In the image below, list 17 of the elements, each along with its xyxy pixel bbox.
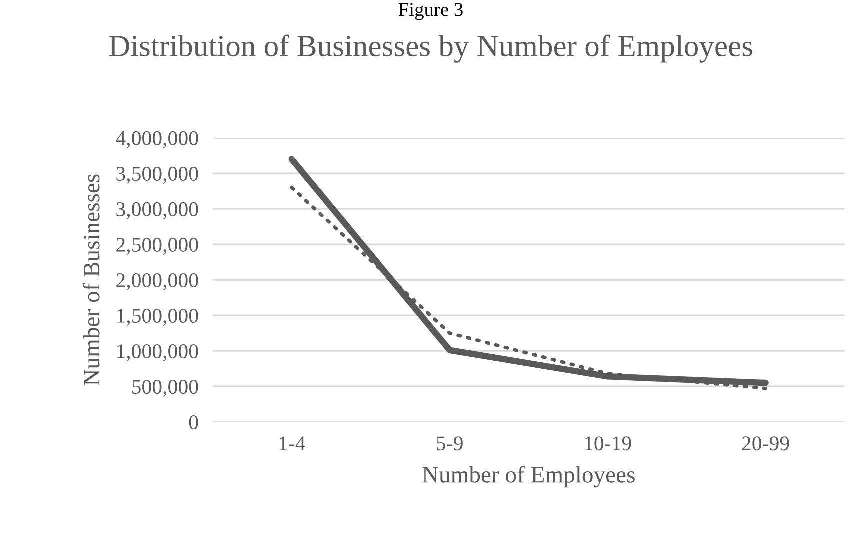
caption: Figure 3 <box>398 3 463 20</box>
x-tick-label: 1-4 <box>280 436 306 450</box>
y-tick-label: 2,000,000 <box>116 273 198 291</box>
y-axis-title: Number of Businesses <box>82 174 100 386</box>
y-tick-label: 1,500,000 <box>118 308 198 326</box>
x-tick-label: 5-9 <box>437 436 463 451</box>
y-tick-label: 3,000,000 <box>116 202 198 220</box>
y-tick-label: 2,500,000 <box>116 238 198 255</box>
y-tick-label: 4,000,000 <box>116 131 198 148</box>
y-tick-label: 500,000 <box>132 380 198 398</box>
y-tick-label: 3,500,000 <box>116 166 198 184</box>
y-tick-label: 1,000,000 <box>118 344 198 362</box>
x-axis-title: Number of Employees <box>422 466 635 488</box>
x-tick-label: 20-99 <box>742 436 790 451</box>
y-tick-label: 0 <box>189 415 198 430</box>
chart-title: Distribution of Businesses by Number of Employees <box>109 34 752 63</box>
x-tick-label: 10-19 <box>585 436 632 451</box>
